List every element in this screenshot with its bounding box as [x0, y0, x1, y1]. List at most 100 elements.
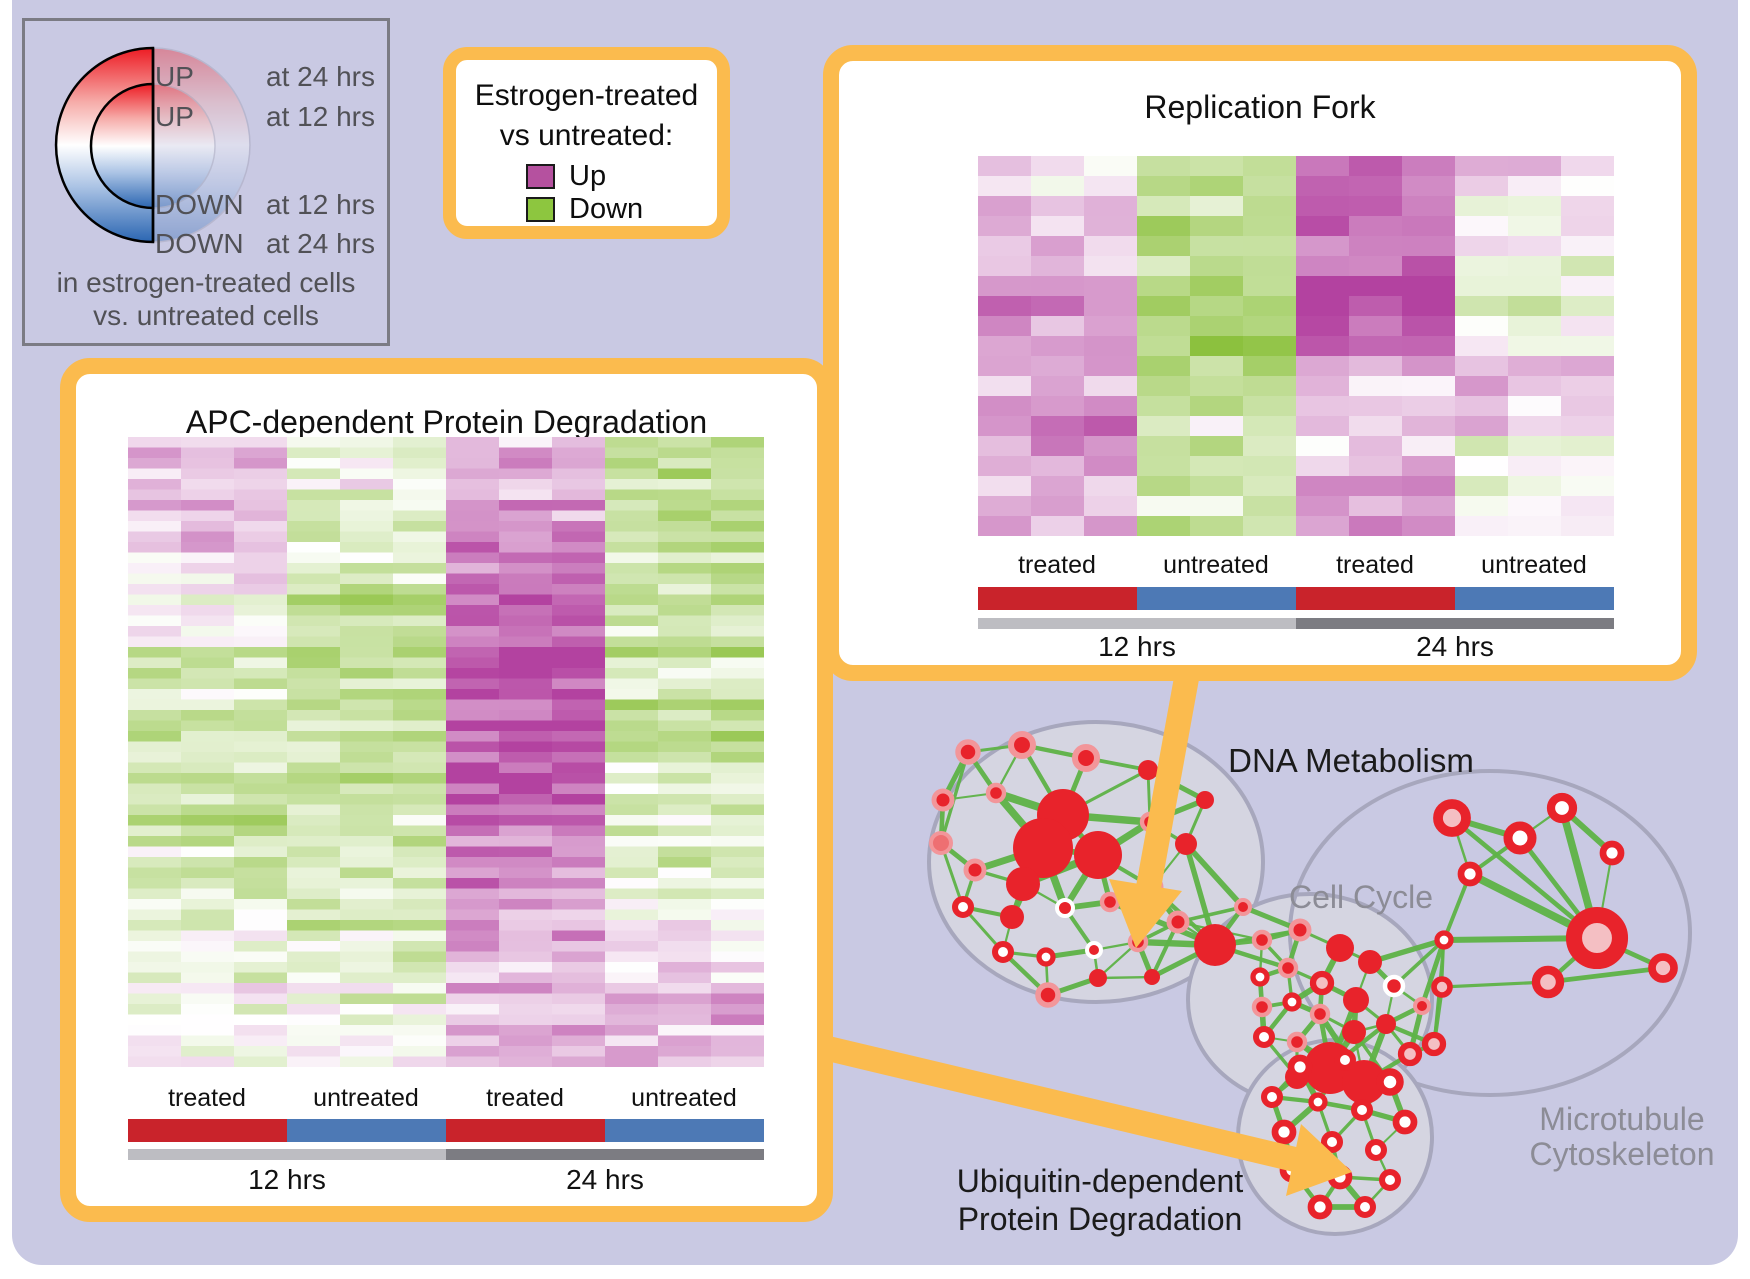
network-node [992, 941, 1014, 963]
arrow-replication-fork-to-dna-shaft [1135, 645, 1205, 893]
apc-degradation-panel: APC-dependent Protein Degradation treate… [60, 358, 833, 1222]
network-node [1392, 1109, 1418, 1135]
network-node [1194, 924, 1236, 966]
network-node [1421, 1031, 1447, 1057]
network-node [1342, 1020, 1366, 1044]
condition-label: treated [1018, 551, 1096, 579]
network-node [1251, 996, 1273, 1018]
network-node [1503, 821, 1537, 855]
network-node [1074, 831, 1122, 879]
network-node [1546, 792, 1578, 824]
legend-row-up-24: UP at 24 hrs [155, 61, 375, 92]
network-node [1343, 987, 1369, 1013]
network-node [931, 788, 955, 812]
time-label-24hrs: 24 hrs [1416, 631, 1494, 662]
network-node [1287, 1054, 1313, 1080]
network-node [1277, 957, 1299, 979]
network-node [1089, 969, 1107, 987]
network-node [1144, 969, 1160, 985]
network-node [955, 739, 981, 765]
network-node [963, 858, 987, 882]
network-node [1376, 1068, 1404, 1096]
cluster-label: Microtubule [1539, 1101, 1704, 1137]
condition-label: untreated [631, 1084, 737, 1112]
network-node [1071, 743, 1101, 773]
updown-circle-diagram [54, 46, 251, 244]
replication-fork-heatmap [978, 156, 1614, 536]
arrow-replication-fork-to-dna-head [1109, 879, 1182, 948]
cluster-label: Ubiquitin-dependent [957, 1163, 1244, 1199]
network-node [1397, 1041, 1423, 1067]
network-edge [1096, 975, 1154, 980]
network-node [1599, 840, 1625, 866]
network-node [1365, 1139, 1387, 1161]
time-label-12hrs: 12 hrs [248, 1164, 326, 1195]
cluster-label: Cytoskeleton [1530, 1136, 1715, 1172]
time-label-12hrs: 12 hrs [1098, 631, 1176, 662]
up-color-swatch [526, 164, 555, 189]
legend-item-down: Down [456, 193, 717, 226]
network-node [1309, 1003, 1331, 1025]
network-node [1565, 906, 1629, 970]
network-node [1099, 891, 1121, 913]
network-node [1431, 976, 1453, 998]
circle-legend-box: UP at 24 hrs UP at 12 hrs DOWN at 12 hrs… [22, 18, 390, 346]
network-node [1035, 982, 1061, 1008]
network-node [1196, 791, 1214, 809]
network-edge [1419, 937, 1447, 1009]
arrow-apc-to-ubiquitin-shaft [823, 1035, 1300, 1173]
legend-row-down-24: DOWN at 24 hrs [155, 228, 375, 259]
network-edge [1183, 841, 1246, 910]
network-node [1175, 833, 1197, 855]
network-node [1085, 941, 1103, 959]
network-edge [939, 750, 970, 845]
network-node [1055, 898, 1075, 918]
network-node [1261, 1086, 1283, 1108]
network-node [1250, 967, 1270, 987]
time-label-24hrs: 24 hrs [566, 1164, 644, 1195]
network-node [1253, 1026, 1275, 1048]
cluster-label: DNA Metabolism [1228, 742, 1474, 779]
arrow-apc-to-ubiquitin-head [1286, 1124, 1352, 1196]
network-edge [1545, 965, 1666, 985]
network-node [1006, 867, 1040, 901]
network-node [1382, 974, 1406, 998]
network-node [1334, 1049, 1356, 1071]
treated-bar [446, 1119, 605, 1142]
untreated-bar [605, 1119, 764, 1142]
network-node [1286, 1031, 1308, 1053]
network-node [1234, 898, 1252, 916]
untreated-bar [1137, 587, 1296, 610]
network-node [1434, 930, 1454, 950]
network-edge [1392, 938, 1446, 988]
network-node [1413, 997, 1431, 1015]
updown-color-legend-box: Estrogen-treated vs untreated: Up Down [443, 47, 730, 239]
legend-item-up: Up [456, 160, 717, 193]
treated-bar [978, 587, 1137, 610]
network-node [1326, 934, 1354, 962]
network-node [929, 831, 953, 855]
network-node [952, 896, 974, 918]
cluster-label: Cell Cycle [1289, 879, 1433, 915]
network-node [1531, 965, 1565, 999]
legend-title-line2: vs untreated: [499, 119, 674, 152]
legend-footer-line2: vs. untreated cells [93, 300, 319, 331]
network-node [1288, 918, 1312, 942]
legend-title-line1: Estrogen-treated [474, 79, 699, 112]
inner-circle-right-half [152, 83, 216, 209]
network-node [1379, 1169, 1401, 1191]
network-node [1007, 730, 1037, 760]
condition-label: treated [168, 1084, 246, 1112]
network-node [1433, 799, 1471, 837]
treated-bar [128, 1119, 287, 1142]
network-node [1376, 1014, 1396, 1034]
network-node [1342, 1060, 1386, 1104]
network-node [1282, 992, 1302, 1012]
legend-footer-line1: in estrogen-treated cells [56, 267, 356, 298]
network-node [985, 782, 1007, 804]
network-edge [1367, 937, 1447, 965]
panel-title-apc: APC-dependent Protein Degradation [185, 404, 708, 440]
condition-label: untreated [1163, 551, 1269, 579]
